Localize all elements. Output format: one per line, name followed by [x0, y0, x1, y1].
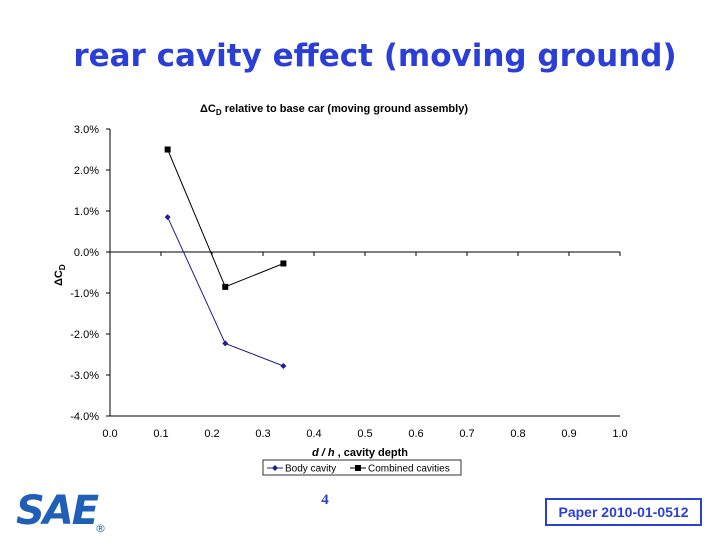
data-point-body-cavity	[280, 362, 287, 369]
legend-label-body: Body cavity	[285, 464, 336, 475]
x-axis-label-italic: d / h	[312, 447, 335, 459]
series-line-combined-cavities	[167, 149, 284, 288]
y-tick-label: -3.0%	[70, 370, 99, 382]
data-point-combined-cavities	[280, 260, 287, 267]
sae-logo-registered: ®	[95, 522, 106, 535]
x-tick-label: 0.5	[357, 428, 372, 440]
slide-title: rear cavity effect (moving ground)	[73, 38, 677, 74]
x-tick-label: 0.4	[306, 428, 321, 440]
y-tick-label: 3.0%	[74, 124, 99, 136]
y-axis-label-c: C	[53, 270, 65, 278]
sae-logo-text: SAE	[16, 488, 99, 534]
x-tick-label: 1.0	[612, 428, 627, 440]
x-tick-label: 0.0	[102, 428, 117, 440]
y-tick-label: 2.0%	[74, 165, 99, 177]
x-axis-label: d / h , cavity depth	[312, 447, 408, 459]
y-tick-label: -1.0%	[70, 288, 99, 300]
x-tick-label: 0.7	[459, 428, 474, 440]
legend: Body cavity Combined cavities	[262, 459, 462, 476]
y-axis-label-sub: D	[58, 264, 67, 270]
data-point-combined-cavities	[222, 283, 229, 290]
y-tick-label: 0.0%	[74, 247, 99, 259]
page-number: 4	[321, 492, 329, 508]
chart-title-delta: Δ	[200, 103, 208, 115]
y-axis-label-delta: Δ	[53, 278, 65, 286]
legend-marker-combined	[355, 465, 361, 471]
data-point-combined-cavities	[164, 146, 171, 153]
chart-title-sub: D	[216, 108, 222, 117]
legend-marker-body	[272, 465, 278, 471]
paper-reference: Paper 2010-01-0512	[545, 498, 702, 526]
x-tick-label: 0.8	[510, 428, 525, 440]
y-tick-label: -2.0%	[70, 329, 99, 341]
x-axis-label-rest: , cavity depth	[335, 447, 409, 459]
data-point-body-cavity	[164, 214, 171, 221]
x-tick-label: 0.2	[204, 428, 219, 440]
x-tick-label: 0.6	[408, 428, 423, 440]
x-tick-label: 0.1	[153, 428, 168, 440]
y-tick-label: -4.0%	[70, 411, 99, 423]
data-point-body-cavity	[222, 340, 229, 347]
y-axis-label: ΔCD	[53, 264, 67, 286]
legend-label-combined: Combined cavities	[368, 464, 450, 475]
x-tick-label: 0.3	[255, 428, 270, 440]
chart-title-rest: relative to base car (moving ground asse…	[222, 103, 469, 115]
x-tick-label: 0.9	[561, 428, 576, 440]
y-tick-label: 1.0%	[74, 206, 99, 218]
chart-title-c: C	[208, 103, 216, 115]
sae-logo: SAE ®	[16, 488, 106, 535]
plot-area: 3.0% 2.0% 1.0% 0.0% -1.0% -2.0% -3.0% -4.0% 0.0…	[70, 124, 627, 440]
chart-title: ΔCD relative to base car (moving ground …	[200, 103, 468, 117]
